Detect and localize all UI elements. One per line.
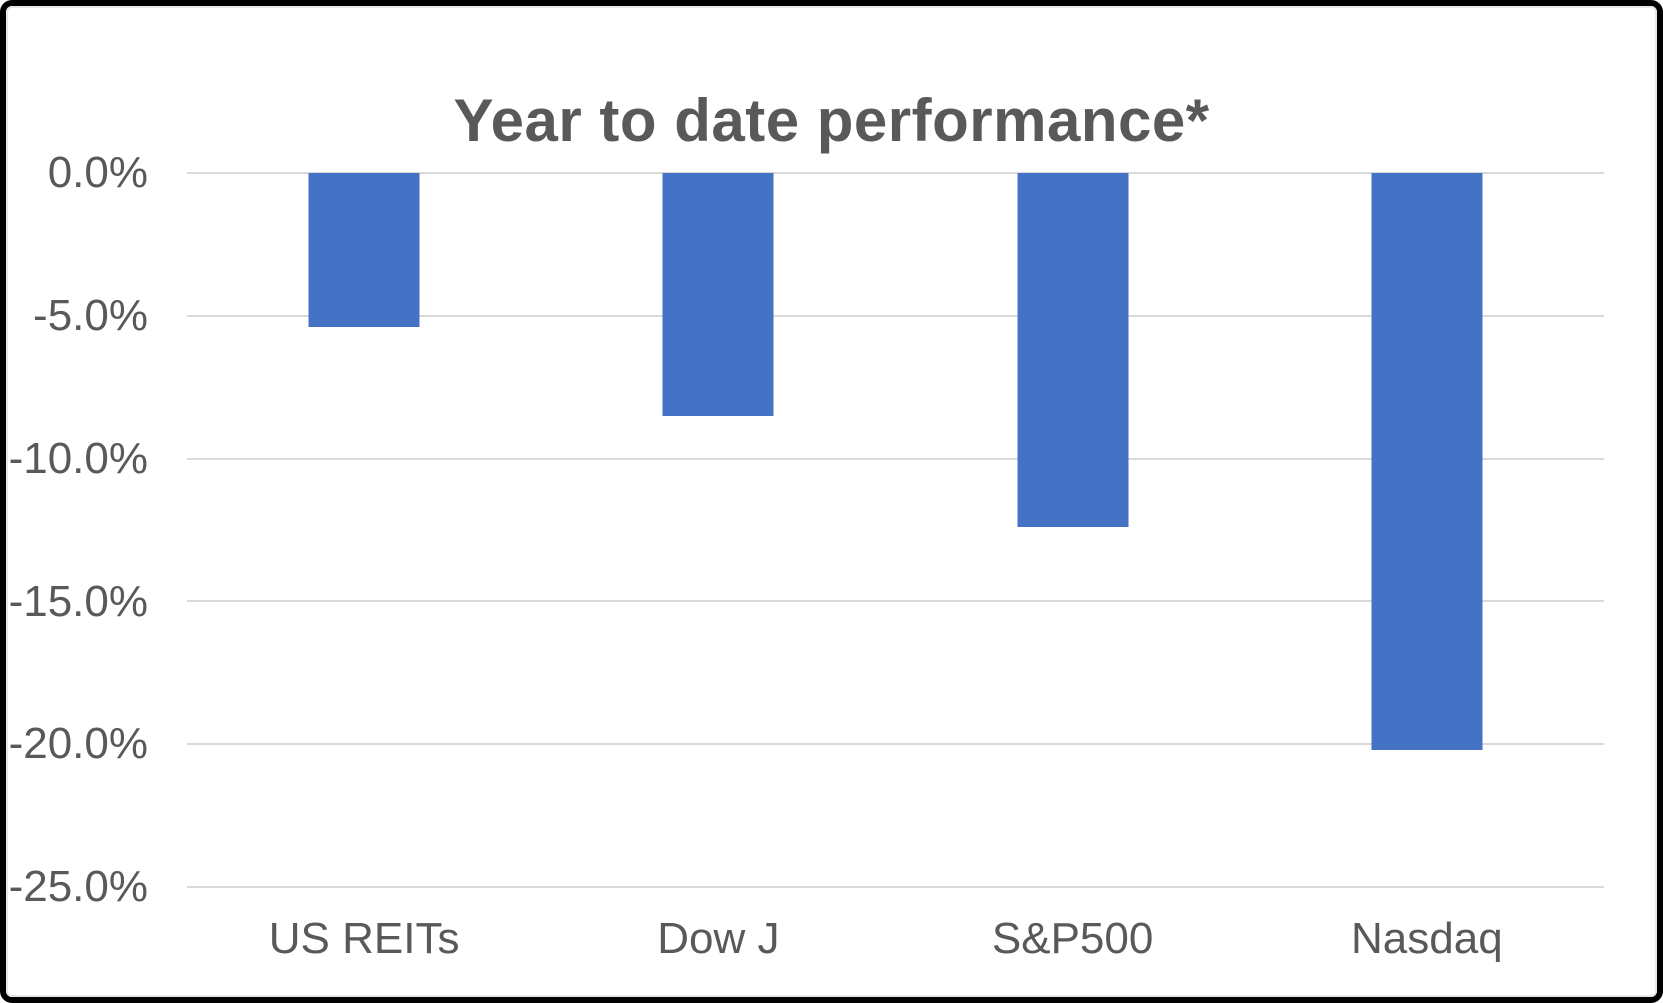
gridline-10 <box>187 457 1604 460</box>
chart-title: Year to date performance* <box>453 87 1210 155</box>
gridline-25 <box>187 886 1604 888</box>
ytick-label-10: -10.0% <box>8 434 148 483</box>
ytick-label-25: -25.0% <box>8 862 148 911</box>
x-axis-labels: US REITs Dow J S&P500 Nasdaq <box>187 914 1604 964</box>
xlabel-dow-j: Dow J <box>657 914 780 963</box>
xlabel-sp500: S&P500 <box>991 914 1154 963</box>
bar-sp500 <box>1017 173 1129 528</box>
ytick-label-0: 0.0% <box>47 148 148 197</box>
gridline-5 <box>187 314 1604 317</box>
xlabel-nasdaq: Nasdaq <box>1351 914 1503 963</box>
bars-row <box>187 173 1604 887</box>
ytick-label-20: -20.0% <box>8 719 148 768</box>
bar-nasdaq <box>1371 173 1483 750</box>
gridline-20 <box>187 743 1604 746</box>
bar-dow-j <box>662 173 774 416</box>
gridline-0 <box>187 172 1604 174</box>
bar-slot-us-reits <box>187 173 541 887</box>
bar-us-reits <box>308 173 420 328</box>
ytick-label-5: -5.0% <box>33 291 148 340</box>
xlabel-us-reits: US REITs <box>268 914 460 963</box>
plot-area <box>187 172 1604 888</box>
bar-slot-nasdaq <box>1250 173 1604 887</box>
bar-slot-dow-j <box>541 173 895 887</box>
ytick-label-15: -15.0% <box>8 577 148 626</box>
bar-slot-sp500 <box>896 173 1250 887</box>
gridline-15 <box>187 600 1604 603</box>
